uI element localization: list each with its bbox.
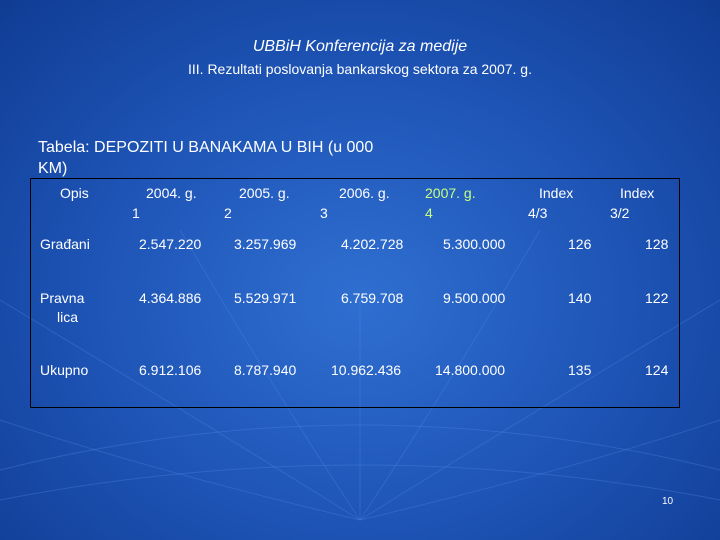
row-label-gradjani: Građani bbox=[40, 236, 90, 252]
table-caption: Tabela: DEPOZITI U BANAKAMA U BIH (u 000… bbox=[38, 139, 374, 177]
table-cell: 10.962.436 bbox=[331, 362, 402, 378]
table-cell: 124 bbox=[645, 362, 669, 378]
table-cell: 2.547.220 bbox=[139, 236, 202, 252]
header-index-4-3-ratio: 4/3 bbox=[528, 205, 548, 221]
table-cell: 14.800.000 bbox=[435, 362, 506, 378]
header-2005: 2005. g. bbox=[239, 185, 290, 201]
table-cell: 140 bbox=[568, 290, 592, 306]
table-cell: 6.759.708 bbox=[341, 290, 404, 306]
header-index-3-2-ratio: 3/2 bbox=[610, 205, 630, 221]
table-cell: 4.364.886 bbox=[139, 290, 202, 306]
deposits-table: Opis 2004. g. 1 2005. g. 2 2006. g. 3 20… bbox=[30, 178, 680, 408]
header-opis: Opis bbox=[60, 185, 89, 201]
slide-title: UBBiH Konferencija za medije bbox=[252, 38, 468, 55]
row-label-ukupno: Ukupno bbox=[40, 362, 89, 378]
row-label-lica: lica bbox=[57, 309, 79, 325]
table-cell: 5.529.971 bbox=[234, 290, 297, 306]
table-cell: 126 bbox=[568, 236, 592, 252]
table-cell: 3.257.969 bbox=[234, 236, 297, 252]
table-cell: 4.202.728 bbox=[341, 236, 404, 252]
header-2006-index: 3 bbox=[320, 205, 328, 221]
row-label-pravna: Pravna bbox=[40, 290, 85, 306]
header-index-3-2: Index bbox=[620, 185, 655, 201]
table-cell: 9.500.000 bbox=[443, 290, 506, 306]
header-2007: 2007. g. bbox=[425, 185, 476, 201]
table-cell: 8.787.940 bbox=[234, 362, 297, 378]
table-cell: 6.912.106 bbox=[139, 362, 202, 378]
table-cell: 135 bbox=[568, 362, 592, 378]
header-2004-index: 1 bbox=[132, 205, 140, 221]
header-2004: 2004. g. bbox=[146, 185, 197, 201]
header-2005-index: 2 bbox=[224, 205, 232, 221]
page-number: 10 bbox=[662, 496, 674, 507]
header-2006: 2006. g. bbox=[339, 185, 390, 201]
table-cell: 5.300.000 bbox=[443, 236, 506, 252]
slide-subtitle: III. Rezultati poslovanja bankarskog sek… bbox=[188, 61, 532, 77]
table-cell: 122 bbox=[645, 290, 669, 306]
header-2007-index: 4 bbox=[425, 205, 433, 221]
header-index-4-3: Index bbox=[539, 185, 574, 201]
table-cell: 128 bbox=[645, 236, 669, 252]
